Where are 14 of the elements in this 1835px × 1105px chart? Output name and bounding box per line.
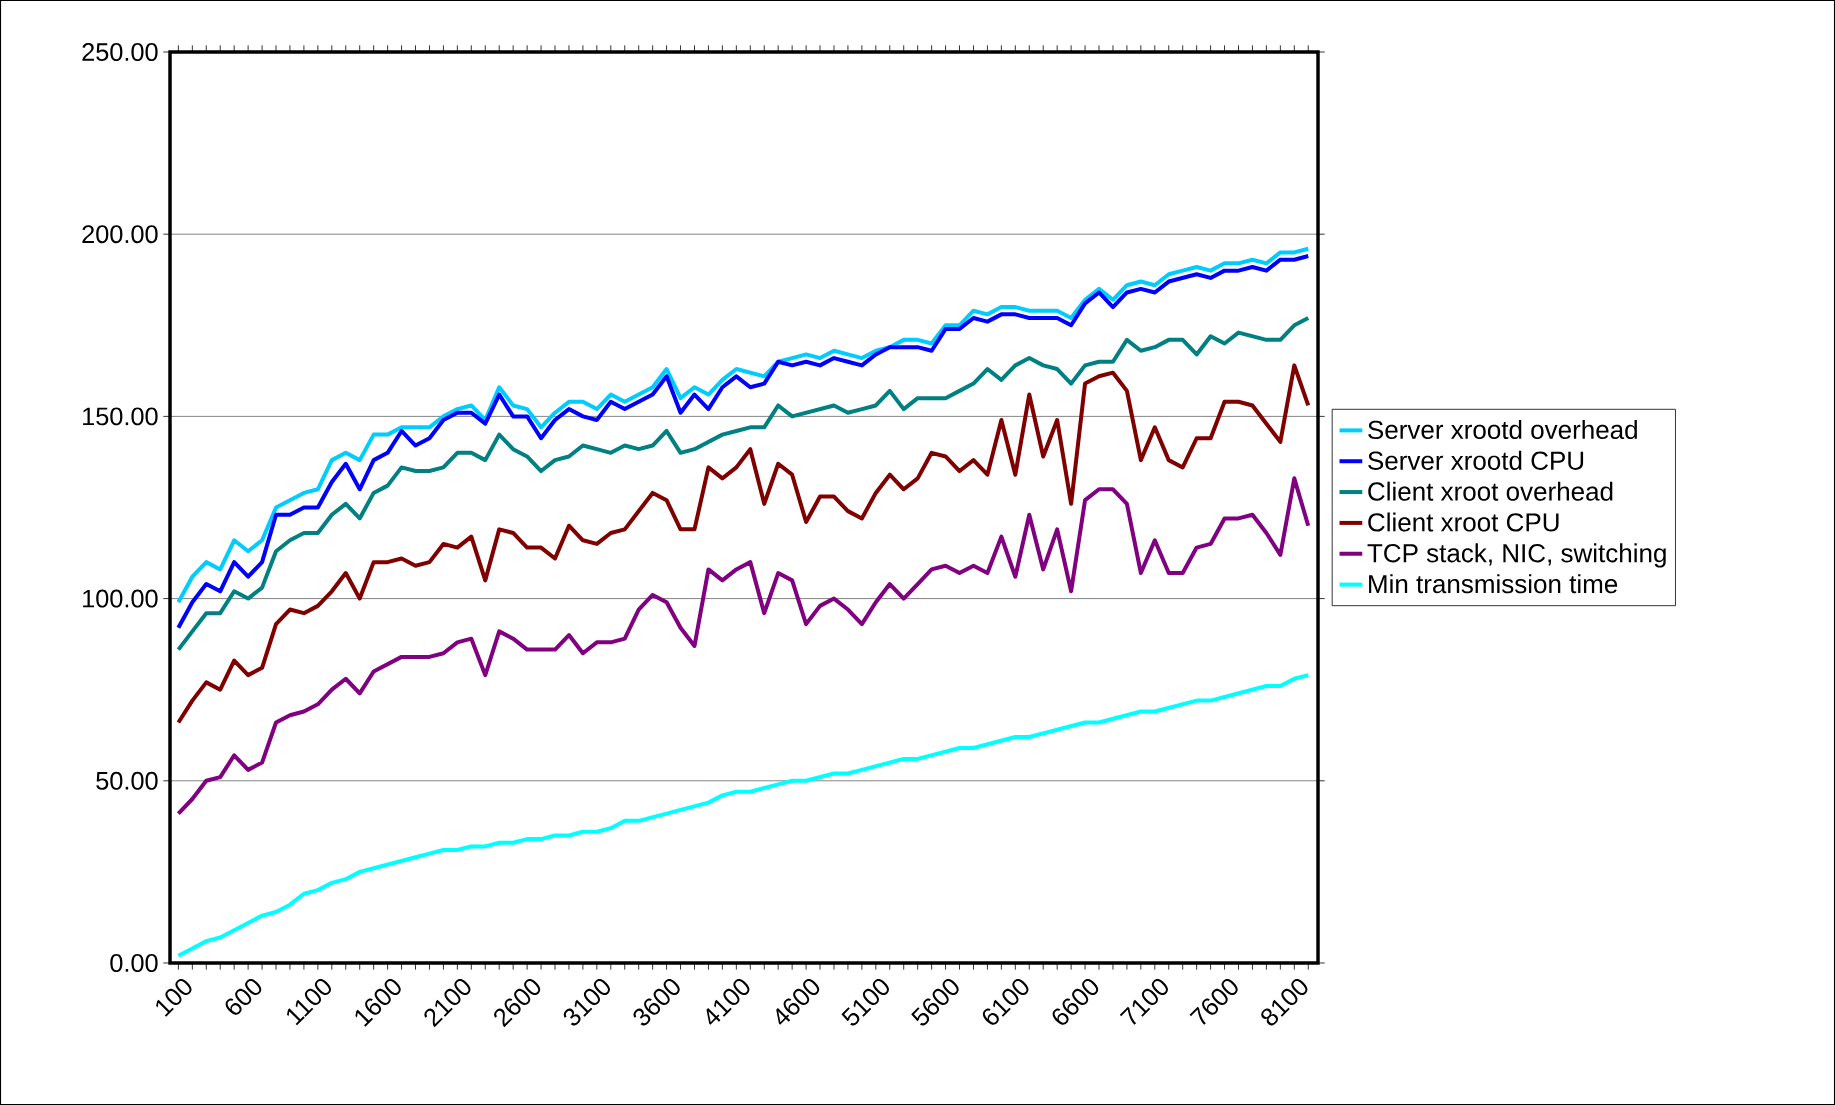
legend-label: Server xrootd CPU (1368, 450, 1584, 470)
y-tick-label: 100.00 (83, 589, 158, 608)
x-tick-label: 100 (156, 978, 192, 1017)
legend-label: TCP stack, NIC, switching (1367, 543, 1666, 568)
y-tick-label: 150.00 (83, 407, 158, 426)
x-tick-label: 600 (225, 978, 262, 1015)
y-tick-label: 200.00 (82, 225, 158, 244)
y-tick-label: 250.00 (82, 43, 158, 61)
legend-label: Min transmission time (1369, 574, 1618, 594)
legend-label: Client xroot overhead (1368, 481, 1613, 501)
y-tick-label: 50.00 (96, 771, 158, 790)
legend-label: Client xroot CPU (1368, 512, 1559, 532)
legend-label: Server xrootd overhead (1368, 419, 1637, 440)
y-tick-label: 0.00 (110, 954, 158, 972)
